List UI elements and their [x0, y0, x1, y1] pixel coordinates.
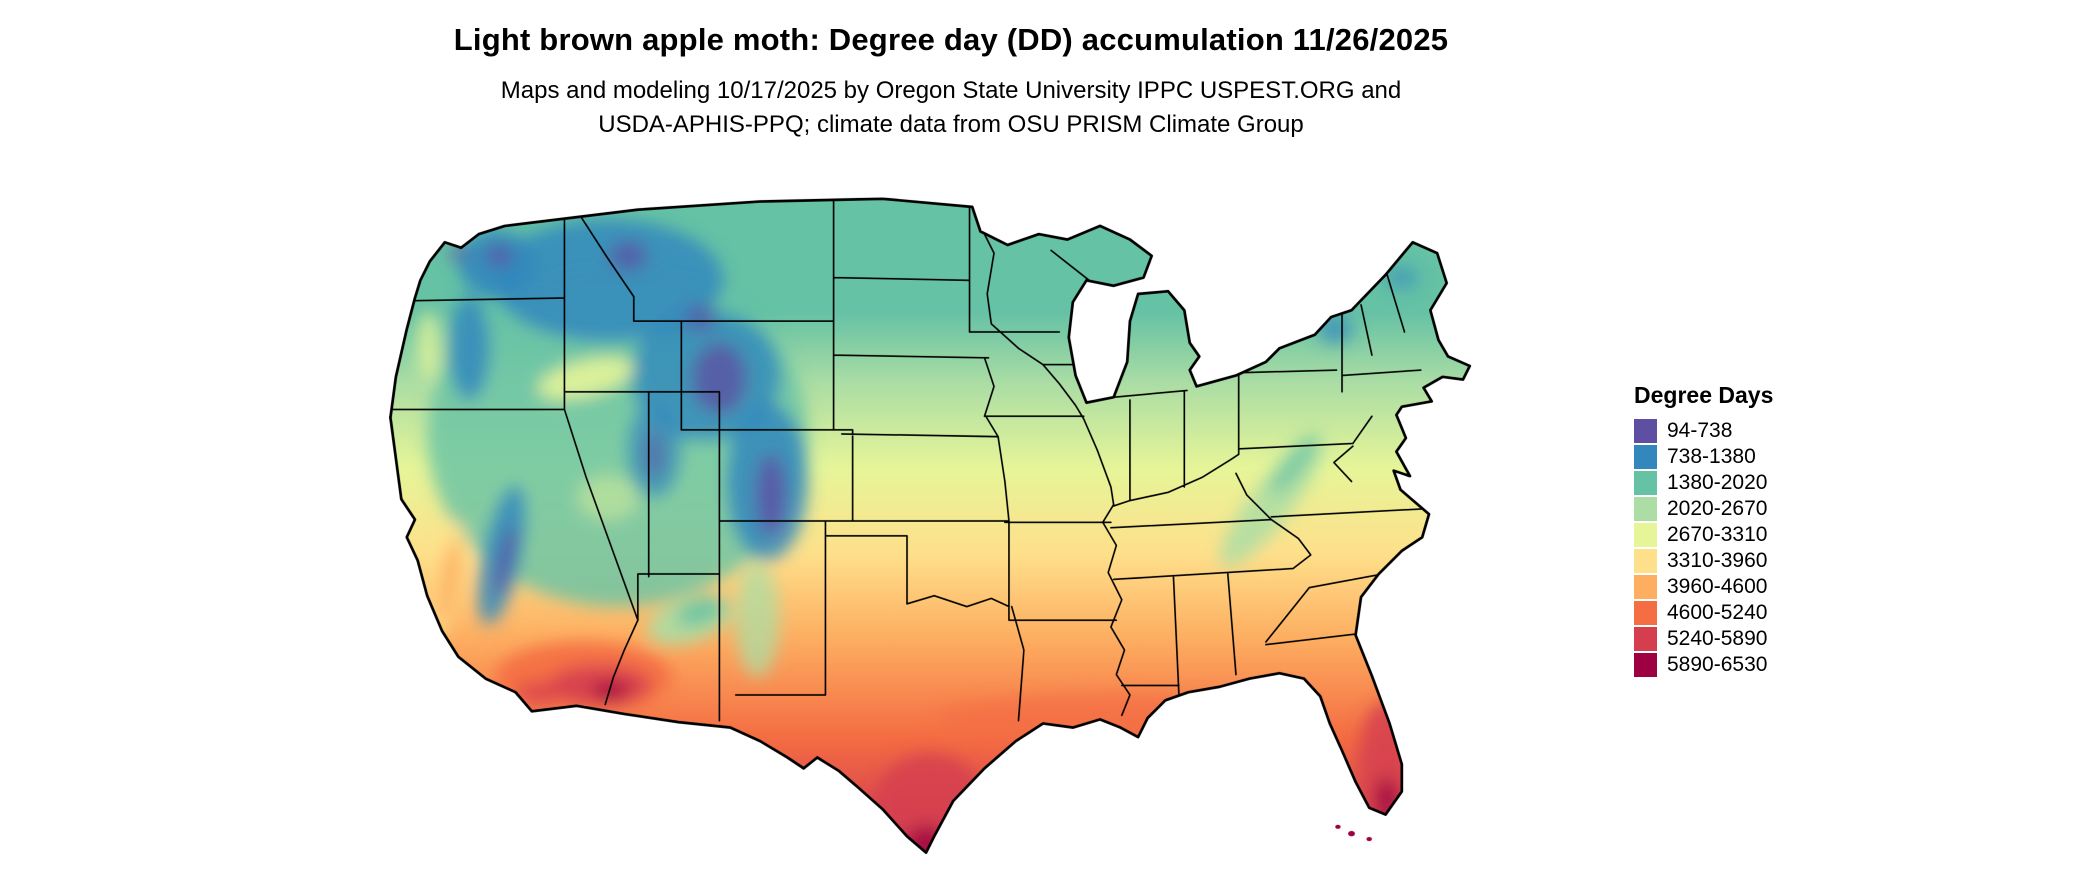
- blob-new-mexico-highlands-green: [735, 563, 780, 678]
- legend-item: 2020-2670: [1634, 496, 1773, 522]
- florida-key-dot: [1348, 830, 1355, 837]
- legend-label: 4600-5240: [1667, 601, 1768, 624]
- blob-washington-cascades-purple: [485, 244, 513, 267]
- legend: Degree Days 94-738 738-1380 1380-2020 20…: [1634, 382, 1773, 678]
- legend-label: 2670-3310: [1667, 523, 1768, 546]
- legend-item: 3960-4600: [1634, 574, 1773, 600]
- blob-olympic-purple: [447, 244, 470, 262]
- legend-label: 738-1380: [1667, 445, 1756, 468]
- map-subtitle-line-2: USDA-APHIS-PPQ; climate data from OSU PR…: [598, 111, 1304, 138]
- legend-label: 3310-3960: [1667, 549, 1768, 572]
- legend-swatch: [1634, 627, 1657, 651]
- blob-colorado-rockies-purple: [756, 454, 787, 536]
- blob-oregon-cascades-blue: [448, 296, 490, 400]
- florida-key-dot: [1366, 836, 1372, 842]
- legend-label: 2020-2670: [1667, 497, 1768, 520]
- legend-item: 5890-6530: [1634, 652, 1773, 678]
- map-title: Light brown apple moth: Degree day (DD) …: [453, 22, 1449, 57]
- blob-montana-purple: [609, 240, 648, 271]
- legend-item: 2670-3310: [1634, 522, 1773, 548]
- blob-nevada-valleys-green: [578, 476, 638, 520]
- header: Light brown apple moth: Degree day (DD) …: [0, 22, 1902, 142]
- blob-central-valley-orange: [436, 539, 461, 625]
- legend-swatch: [1634, 523, 1657, 547]
- legend-item: 738-1380: [1634, 444, 1773, 470]
- legend-label: 5890-6530: [1667, 653, 1768, 676]
- blob-mogollon-rim-teal: [676, 598, 724, 626]
- legend-label: 3960-4600: [1667, 575, 1768, 598]
- blob-wasatch-purple: [644, 429, 664, 479]
- legend-label: 1380-2020: [1667, 471, 1768, 494]
- legend-item: 4600-5240: [1634, 600, 1773, 626]
- map-fill-layer: [390, 198, 1470, 853]
- florida-key-dot: [1335, 824, 1341, 829]
- legend-swatch: [1634, 497, 1657, 521]
- blob-south-texas-darkred: [904, 825, 948, 853]
- blob-willamette-valley-green: [417, 310, 440, 381]
- legend-item: 1380-2020: [1634, 470, 1773, 496]
- blob-northern-rockies-blue: [492, 219, 724, 342]
- legend-swatch: [1634, 445, 1657, 469]
- blob-yellowstone-purple: [692, 342, 747, 414]
- legend-swatch: [1634, 575, 1657, 599]
- blob-sierra-nevada-purple: [495, 525, 517, 595]
- legend-title: Degree Days: [1634, 382, 1774, 408]
- map-subtitle: Maps and modeling 10/17/2025 by Oregon S…: [0, 74, 1902, 142]
- legend-item: 5240-5890: [1634, 626, 1773, 652]
- us-map-svg: [389, 197, 1472, 854]
- legend-swatch: [1634, 471, 1657, 495]
- florida-keys-dots: [1335, 824, 1372, 842]
- blob-montana-purple-2: [684, 304, 717, 332]
- us-degree-day-map: [298, 160, 1603, 890]
- legend-swatch: [1634, 549, 1657, 573]
- legend-item: 94-738: [1634, 418, 1773, 444]
- legend-label: 5240-5890: [1667, 627, 1768, 650]
- blob-adirondacks-blue: [1317, 314, 1353, 345]
- legend-label: 94-738: [1667, 419, 1733, 442]
- legend-swatch: [1634, 601, 1657, 625]
- state-borders: [392, 200, 1428, 722]
- legend-swatch: [1634, 653, 1657, 677]
- legend-swatch: [1634, 419, 1657, 443]
- map-subtitle-line-1: Maps and modeling 10/17/2025 by Oregon S…: [500, 77, 1402, 104]
- blob-snake-river-plain-green: [538, 357, 634, 400]
- blob-socal-desert-red: [515, 681, 559, 706]
- blob-gulf-coast-orange: [936, 693, 1291, 743]
- blob-appalachians-teal: [1269, 433, 1320, 495]
- blob-maine-blue: [1384, 265, 1420, 290]
- blob-southwest-desert-darkred: [591, 681, 630, 701]
- legend-item: 3310-3960: [1634, 548, 1773, 574]
